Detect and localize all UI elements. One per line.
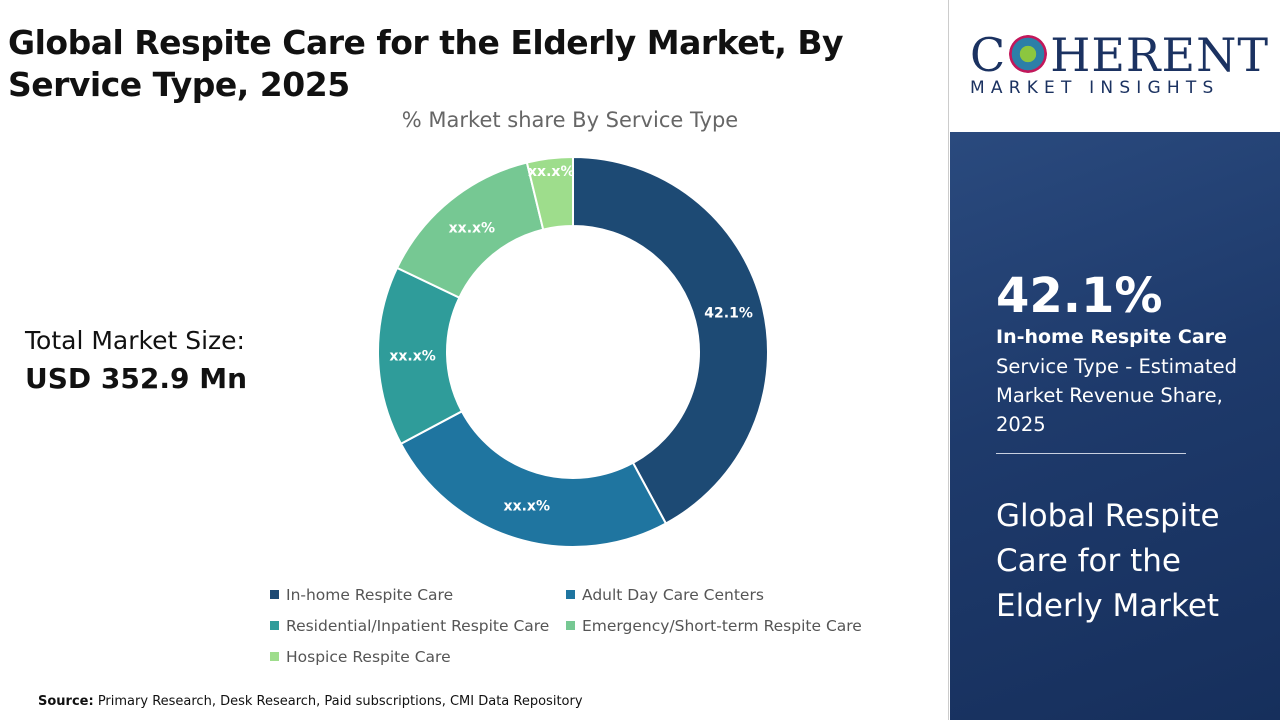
highlight-segment: In-home Respite Care [996,326,1227,348]
legend-label: Residential/Inpatient Respite Care [286,617,550,635]
legend-item: In-home Respite Care [270,586,453,604]
logo-sub: MARKET INSIGHTS [970,78,1220,98]
total-market-value: USD 352.9 Mn [25,362,248,395]
source-text: Primary Research, Desk Research, Paid su… [93,694,583,709]
legend-item: Adult Day Care Centers [566,586,764,604]
data-label: 42.1% [704,306,753,322]
source-label: Source: [38,694,94,709]
globe-dots-icon [1009,35,1048,73]
total-market-label: Total Market Size: [25,326,245,355]
page-title: Global Respite Care for the Elderly Mark… [8,23,844,104]
donut-slice [399,409,668,548]
legend-swatch [270,621,279,630]
highlight-panel: 42.1% In-home Respite Care Service Type … [950,132,1280,720]
donut-slice [572,155,769,525]
logo: C HERENT MARKET INSIGHTS [950,0,1280,132]
source-note: Source: Primary Research, Desk Research,… [38,694,583,709]
data-label: xx.x% [449,220,495,236]
legend-label: In-home Respite Care [286,586,454,604]
legend-swatch [270,590,279,599]
data-label: xx.x% [389,349,435,365]
logo-main: C HERENT [970,28,1270,82]
legend-swatch [566,621,575,630]
legend-item: Hospice Respite Care [270,648,451,666]
legend-label: Adult Day Care Centers [582,586,764,604]
panel-divider [996,453,1186,454]
legend-item: Residential/Inpatient Respite Care [270,617,549,635]
highlight-percent: 42.1% [996,268,1163,324]
data-label: xx.x% [504,499,550,515]
chart-title: % Market share By Service Type [401,108,739,132]
legend-label: Emergency/Short-term Respite Care [582,617,862,635]
legend-swatch [566,590,575,599]
donut-chart: 42.1% xx.x% xx.x% xx.x% xx.x% [377,155,769,548]
divider [948,0,949,720]
legend-swatch [270,652,279,661]
donut-slice [525,155,574,231]
data-label: xx.x% [528,164,574,180]
highlight-description: Service Type - Estimated Market Revenue … [996,355,1237,436]
legend-item: Emergency/Short-term Respite Care [566,617,862,635]
legend-label: Hospice Respite Care [286,648,451,666]
panel-market-name: Global Respite Care for the Elderly Mark… [996,498,1220,624]
